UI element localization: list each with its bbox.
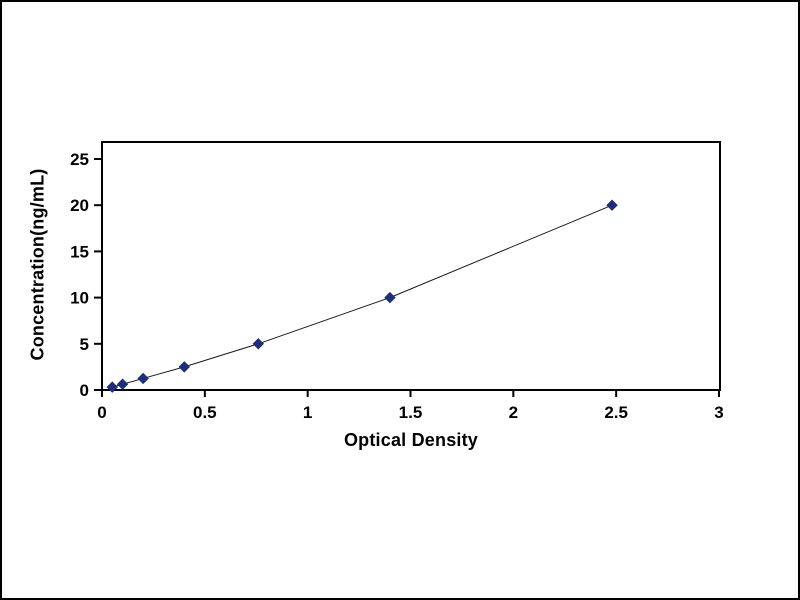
x-tick-label: 1.5 (399, 403, 423, 422)
y-tick-label: 0 (80, 381, 89, 400)
data-point-marker (606, 199, 618, 211)
y-tick-label: 15 (70, 242, 89, 261)
data-point-marker (178, 361, 190, 373)
data-point-marker (137, 372, 149, 385)
data-point-marker (116, 378, 129, 390)
y-tick-label: 25 (70, 150, 89, 169)
y-tick-label: 5 (80, 335, 89, 354)
series-line (112, 204, 613, 388)
y-tick-label: 10 (70, 289, 89, 308)
plot-border (101, 141, 721, 391)
x-tick-label: 3 (714, 403, 723, 422)
data-point-marker (384, 291, 396, 304)
x-tick-label: 2.5 (604, 403, 628, 422)
x-tick-label: 0.5 (193, 403, 217, 422)
x-tick-label: 0 (97, 403, 106, 422)
data-point-marker (106, 381, 118, 393)
x-axis-title: Optical Density (343, 430, 479, 450)
x-tick-label: 1 (303, 403, 312, 422)
y-axis-title: Concentration(ng/mL) (27, 168, 48, 361)
y-tick-label: 20 (70, 196, 89, 215)
data-point-marker (252, 338, 265, 350)
x-tick-label: 2 (509, 403, 518, 422)
